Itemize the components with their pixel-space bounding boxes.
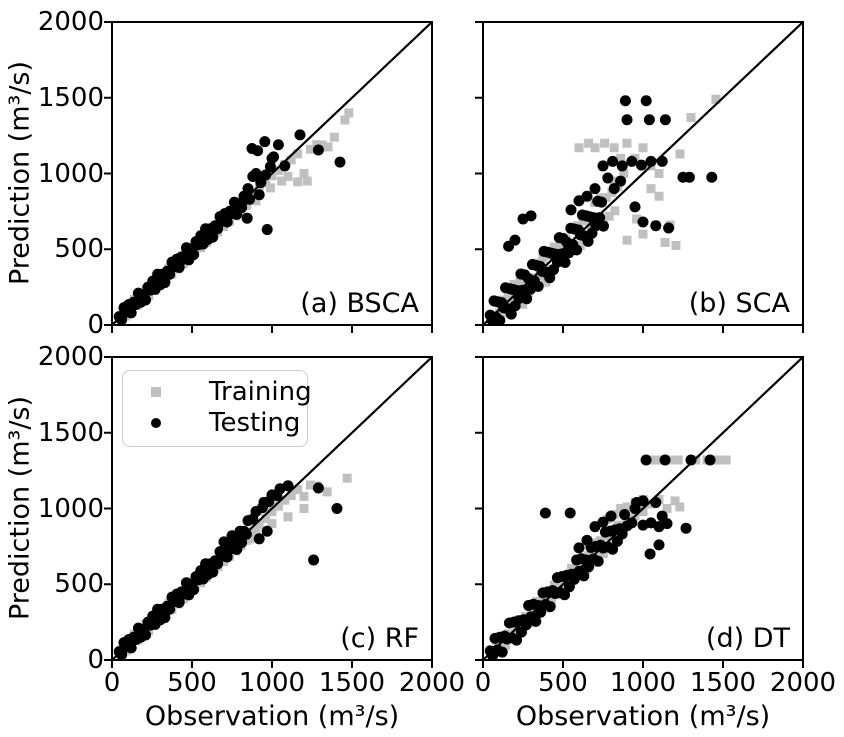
x-axis-label-right: Observation (m³/s) — [515, 701, 771, 732]
x-tick-label: 1000 — [238, 668, 306, 698]
annotation-d: (d) DT — [705, 623, 790, 654]
x-tick-label: 0 — [474, 668, 492, 698]
x-tick-label: 1000 — [609, 668, 677, 698]
legend: Training Testing — [122, 370, 312, 447]
legend-label-testing: Testing — [209, 407, 301, 438]
x-tick-label: 0 — [103, 668, 121, 698]
training-square-icon — [151, 386, 161, 397]
y-tick-label: 2000 — [37, 342, 104, 372]
x-tick-label: 1500 — [318, 668, 386, 698]
legend-label-training: Training — [209, 376, 312, 407]
y-tick-label: 500 — [54, 234, 104, 265]
x-tick-label: 2000 — [769, 668, 837, 698]
scatter-plot-b — [475, 21, 804, 333]
x-tick-label: 2000 — [398, 668, 466, 698]
y-tick-label: 1500 — [37, 82, 104, 113]
panel-c-rf: Training Testing (c) RF — [104, 356, 433, 668]
y-tick-label: 0 — [87, 310, 104, 340]
panel-a-bsca: (a) BSCA — [104, 21, 433, 333]
annotation-a: (a) BSCA — [300, 288, 419, 319]
scatter-plot-c — [104, 356, 433, 668]
legend-item-training: Training — [123, 376, 312, 407]
testing-circle-icon — [151, 417, 161, 428]
panel-b-sca: (b) SCA — [475, 21, 804, 333]
y-tick-label: 1500 — [37, 417, 104, 448]
y-tick-label: 2000 — [37, 7, 104, 37]
scatter-plot-a — [104, 21, 433, 333]
annotation-c: (c) RF — [340, 623, 419, 654]
x-tick-label: 500 — [538, 668, 588, 698]
panel-d-dt: (d) DT — [475, 356, 804, 668]
y-tick-label: 0 — [87, 645, 104, 675]
x-axis-label-left: Observation (m³/s) — [144, 701, 400, 732]
x-tick-label: 1500 — [689, 668, 757, 698]
x-tick-label: 500 — [167, 668, 217, 698]
y-tick-label: 1000 — [37, 493, 104, 524]
y-tick-label: 1000 — [37, 158, 104, 189]
legend-item-testing: Testing — [123, 407, 307, 438]
annotation-b: (b) SCA — [688, 288, 790, 319]
y-tick-label: 500 — [54, 569, 104, 600]
scatter-plot-d — [475, 356, 804, 668]
